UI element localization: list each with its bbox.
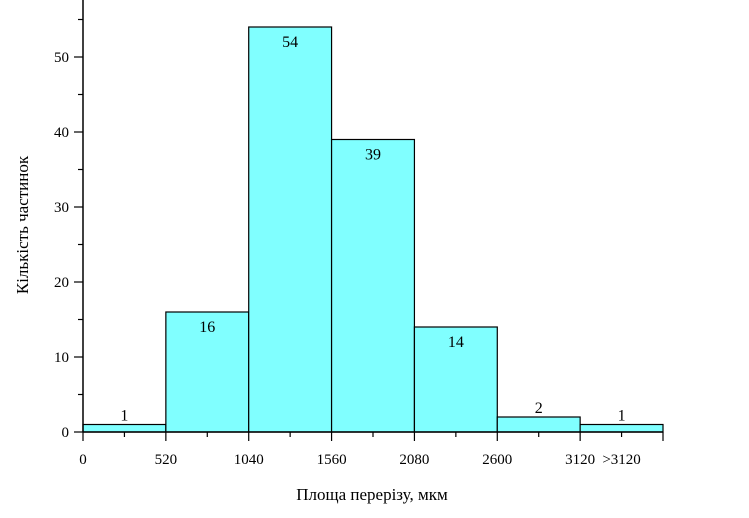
x-ticks-group: 0 520 1040 1560 2080 2600 3120 >3120	[79, 432, 664, 468]
bar-value-label: 16	[199, 319, 215, 336]
y-tick-label: 10	[54, 350, 69, 366]
y-axis-label: Кількість частинок	[13, 155, 32, 294]
histogram-bar	[413, 326, 498, 433]
histogram-bar	[165, 311, 250, 433]
histogram-bar	[248, 26, 333, 433]
x-axis-label: Площа перерізу, мкм	[296, 485, 448, 504]
bar-value-label: 2	[535, 400, 543, 417]
histogram-bar	[82, 423, 167, 433]
x-tick-label: 0	[79, 452, 87, 468]
y-tick-label: 20	[54, 275, 69, 291]
x-tick-label: >3120	[602, 452, 640, 468]
histogram-bar	[496, 416, 581, 433]
y-tick-label: 30	[54, 200, 69, 216]
histogram-bar	[579, 423, 664, 433]
x-tick-label: 2600	[482, 452, 512, 468]
histogram-bar	[330, 138, 416, 433]
bar-value-label: 14	[448, 334, 464, 351]
x-tick-label: 3120	[565, 452, 595, 468]
bars-group	[82, 26, 664, 433]
bar-value-label: 1	[120, 408, 128, 425]
bar-value-label: 39	[365, 147, 381, 164]
bar-value-label: 1	[618, 408, 626, 425]
y-ticks-group: 0 10 20 30 40 50	[54, 18, 83, 441]
bar-value-label: 54	[282, 34, 298, 51]
y-tick-label: 50	[54, 50, 69, 66]
x-tick-label: 520	[155, 452, 178, 468]
x-tick-label: 1040	[234, 452, 264, 468]
x-tick-label: 1560	[317, 452, 347, 468]
x-tick-label: 2080	[399, 452, 429, 468]
bar-labels-group: 1 16 54 39 14 2 1	[120, 34, 625, 425]
y-tick-label: 0	[62, 425, 70, 441]
y-tick-label: 40	[54, 125, 69, 141]
